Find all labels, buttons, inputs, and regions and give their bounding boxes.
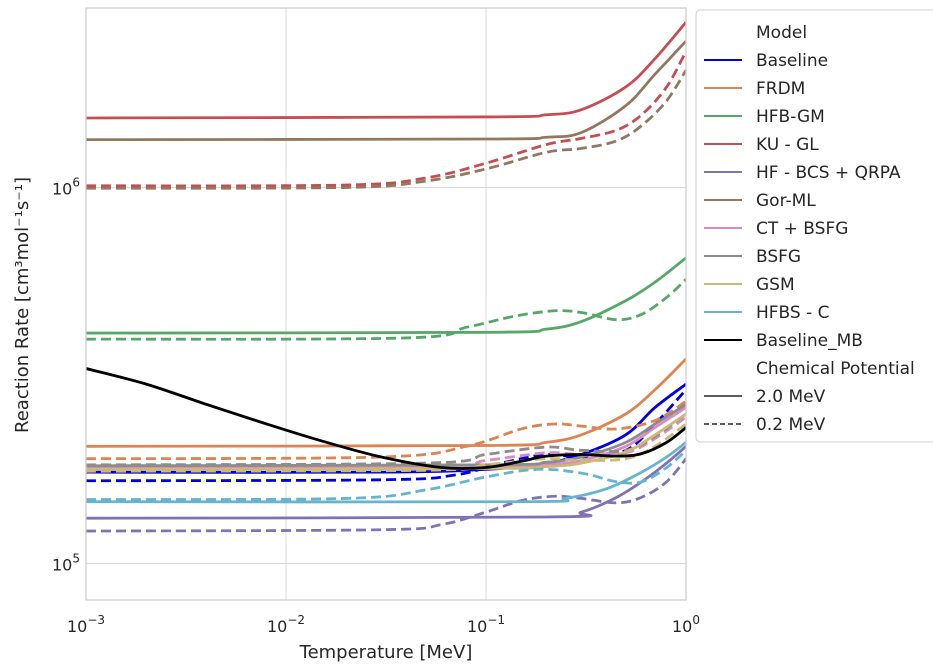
series-line-hfb-gm-0-2-mev bbox=[86, 278, 686, 341]
legend-header-model: Model bbox=[756, 23, 807, 43]
y-tick-label: 106 bbox=[52, 175, 80, 198]
x-tick-label: 100 bbox=[672, 613, 700, 636]
legend-entry-baseline-mb: Baseline_MB bbox=[756, 331, 863, 351]
series-line-baseline-mb-2-0-mev bbox=[86, 367, 686, 470]
series-line-gor-ml-0-2-mev bbox=[86, 69, 686, 190]
series-line-hf-bcs-qrpa-2-0-mev bbox=[86, 445, 686, 520]
legend-entry-gsm: GSM bbox=[756, 275, 795, 295]
legend-entry-ku-gl: KU - GL bbox=[756, 135, 819, 155]
y-axis-label: Reaction Rate [cm³mol⁻¹s⁻¹] bbox=[12, 177, 33, 433]
series-line-hfb-gm-2-0-mev bbox=[86, 256, 686, 335]
legend-box bbox=[695, 9, 933, 443]
legend-entry-bsfg: BSFG bbox=[756, 247, 801, 267]
legend-header-potential: Chemical Potential bbox=[756, 359, 915, 379]
x-tick-label: 10−3 bbox=[67, 613, 105, 636]
series-line-baseline-0-2-mev bbox=[86, 388, 686, 483]
series-lines bbox=[86, 21, 686, 533]
legend-entry-hfb-gm: HFB-GM bbox=[756, 107, 825, 127]
legend-entry-baseline: Baseline bbox=[756, 51, 828, 71]
legend-entry-ct-bsfg: CT + BSFG bbox=[756, 219, 848, 239]
series-line-frdm-0-2-mev bbox=[86, 400, 686, 461]
x-tick-labels: 10−3 10−2 10−1 100 bbox=[67, 613, 700, 636]
series-line-bsfg-2-0-mev bbox=[86, 403, 686, 468]
series-line-ku-gl-2-0-mev bbox=[86, 21, 686, 120]
series-line-frdm-2-0-mev bbox=[86, 357, 686, 448]
series-line-hfbs-c-2-0-mev bbox=[86, 441, 686, 504]
legend-entry-gor-ml: Gor-ML bbox=[756, 191, 816, 211]
x-axis-label: Temperature [MeV] bbox=[299, 642, 473, 663]
legend-entry-dashed: 0.2 MeV bbox=[756, 415, 826, 435]
plot-frame bbox=[85, 7, 687, 601]
legend-entry-hf-bcs-qrpa: HF - BCS + QRPA bbox=[756, 163, 901, 183]
series-line-gsm-2-0-mev bbox=[86, 412, 686, 471]
plot-area bbox=[86, 8, 686, 600]
x-tick-label: 10−1 bbox=[467, 613, 505, 636]
y-tick-labels: 105 106 bbox=[52, 175, 80, 574]
y-tick-label: 105 bbox=[52, 552, 80, 575]
legend-entry-solid: 2.0 MeV bbox=[756, 387, 826, 407]
series-line-hfbs-c-0-2-mev bbox=[86, 449, 686, 501]
legend: Model Baseline FRDM HFB-GM KU - GL HF - BCS +… bbox=[695, 9, 933, 443]
x-tick-label: 10−2 bbox=[267, 613, 305, 636]
legend-entry-hfbs-c: HFBS - C bbox=[756, 303, 830, 323]
series-line-gor-ml-2-0-mev bbox=[86, 40, 686, 142]
series-line-hf-bcs-qrpa-0-2-mev bbox=[86, 457, 686, 533]
series-line-ct-bsfg-2-0-mev bbox=[86, 406, 686, 469]
series-line-ku-gl-0-2-mev bbox=[86, 50, 686, 188]
legend-entry-frdm: FRDM bbox=[756, 79, 805, 99]
